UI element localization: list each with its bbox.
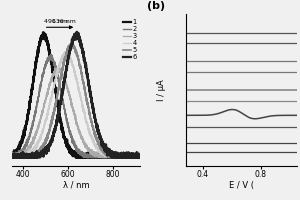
Text: 491 nm: 491 nm <box>44 19 68 24</box>
X-axis label: E / V (: E / V ( <box>229 181 254 190</box>
X-axis label: λ / nm: λ / nm <box>63 181 89 190</box>
Text: 636 nm: 636 nm <box>52 19 76 24</box>
Legend: 1, 2, 3, 4, 5, 6: 1, 2, 3, 4, 5, 6 <box>122 19 137 60</box>
Text: I / μA: I / μA <box>157 79 166 101</box>
Text: (b): (b) <box>147 1 165 11</box>
